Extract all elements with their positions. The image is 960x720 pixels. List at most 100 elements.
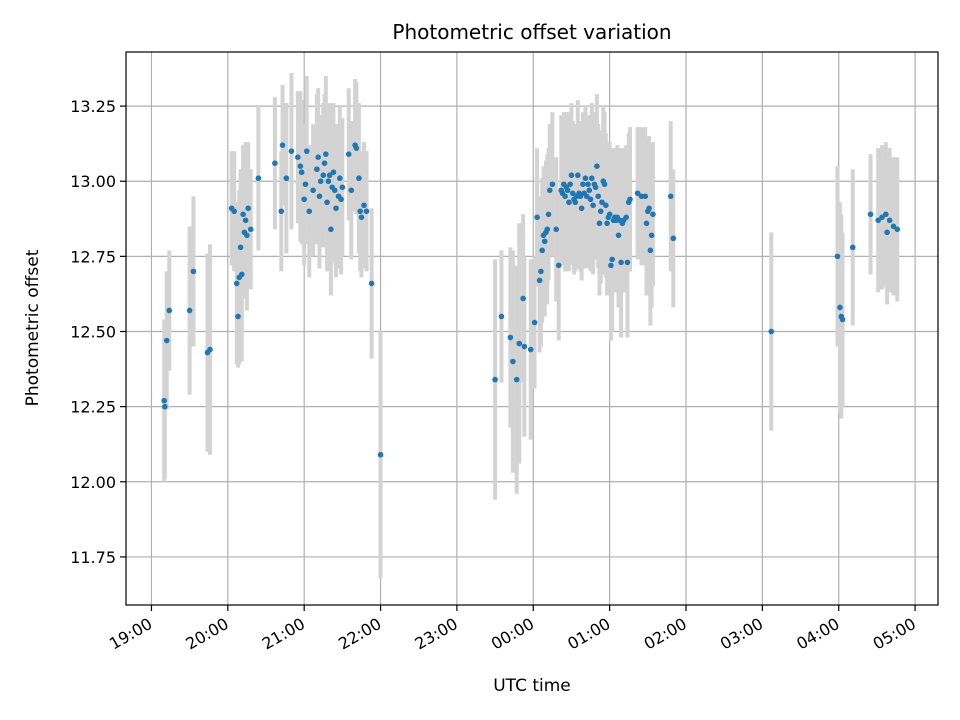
data-point xyxy=(585,181,591,188)
data-point xyxy=(272,160,278,167)
y-tick-label: 12.75 xyxy=(70,247,116,266)
data-point xyxy=(345,151,352,157)
data-point xyxy=(279,142,286,148)
data-point xyxy=(647,247,654,254)
data-point xyxy=(507,334,514,341)
data-point xyxy=(580,181,586,188)
data-point xyxy=(315,154,321,160)
data-point xyxy=(288,148,295,154)
data-point xyxy=(338,196,344,203)
data-point xyxy=(527,346,534,353)
data-point xyxy=(894,226,901,233)
data-point xyxy=(337,175,343,182)
data-point xyxy=(886,217,893,224)
data-point xyxy=(368,280,375,287)
data-points xyxy=(161,142,901,458)
data-point xyxy=(162,403,168,410)
data-point xyxy=(589,175,595,182)
data-point xyxy=(513,376,520,383)
data-point xyxy=(320,172,327,179)
data-point xyxy=(510,358,516,365)
data-point xyxy=(316,193,323,200)
x-axis-title: UTC time xyxy=(493,676,571,696)
data-point xyxy=(534,214,540,221)
data-point xyxy=(879,214,885,221)
data-point xyxy=(306,208,313,215)
plot-area-frame xyxy=(125,51,939,606)
data-point xyxy=(572,199,579,206)
data-point xyxy=(186,307,193,314)
data-point xyxy=(301,196,307,203)
data-point xyxy=(890,223,897,230)
data-point xyxy=(539,247,545,254)
data-point xyxy=(650,211,656,218)
data-point xyxy=(884,229,890,236)
data-point xyxy=(642,193,649,200)
data-point xyxy=(595,193,601,200)
data-point xyxy=(603,202,609,209)
data-point xyxy=(302,181,309,188)
y-tick-label: 11.75 xyxy=(70,548,116,567)
data-point xyxy=(587,196,594,203)
y-tick-label: 12.25 xyxy=(70,398,116,417)
data-point xyxy=(648,232,655,239)
data-point xyxy=(582,175,589,182)
data-point xyxy=(608,262,614,269)
data-point xyxy=(520,295,526,302)
data-point xyxy=(321,160,328,167)
data-point xyxy=(361,202,367,209)
data-point xyxy=(568,172,575,179)
data-point xyxy=(377,451,384,458)
data-point xyxy=(283,175,290,182)
data-point xyxy=(163,337,170,344)
data-point xyxy=(839,316,846,323)
data-point xyxy=(247,226,254,233)
data-point xyxy=(545,211,552,218)
data-point xyxy=(604,220,610,227)
data-point xyxy=(601,181,608,188)
data-point xyxy=(278,208,285,215)
data-point xyxy=(577,193,584,200)
data-point xyxy=(562,193,568,200)
data-point xyxy=(541,238,548,245)
data-point xyxy=(328,226,334,233)
data-point xyxy=(492,376,498,383)
data-point xyxy=(609,256,615,263)
data-point xyxy=(567,181,573,188)
data-point xyxy=(303,148,310,154)
data-point xyxy=(331,187,338,194)
data-point xyxy=(348,187,355,194)
data-point xyxy=(837,304,843,311)
data-point xyxy=(564,187,571,194)
data-point xyxy=(255,175,262,182)
data-point xyxy=(339,184,346,191)
data-point xyxy=(314,166,320,173)
data-point xyxy=(547,187,553,194)
data-point xyxy=(599,199,605,206)
data-point xyxy=(330,169,337,176)
data-point xyxy=(326,172,333,179)
data-point xyxy=(867,211,874,218)
data-point xyxy=(586,187,593,194)
data-point xyxy=(245,205,251,212)
data-point xyxy=(207,346,213,353)
data-point xyxy=(583,193,590,200)
y-tick-label: 12.00 xyxy=(70,473,116,492)
data-point xyxy=(161,397,167,404)
data-point xyxy=(516,340,523,347)
data-point xyxy=(627,196,633,203)
data-point xyxy=(244,232,250,239)
data-point xyxy=(536,277,543,284)
data-point xyxy=(531,319,538,326)
data-point xyxy=(624,259,631,266)
data-point xyxy=(615,232,622,239)
data-point xyxy=(357,208,363,215)
data-point xyxy=(544,226,551,233)
y-tick-label: 13.00 xyxy=(70,172,116,191)
data-point xyxy=(566,199,572,206)
data-point xyxy=(590,202,596,209)
data-point xyxy=(606,211,613,218)
data-point xyxy=(295,154,301,160)
